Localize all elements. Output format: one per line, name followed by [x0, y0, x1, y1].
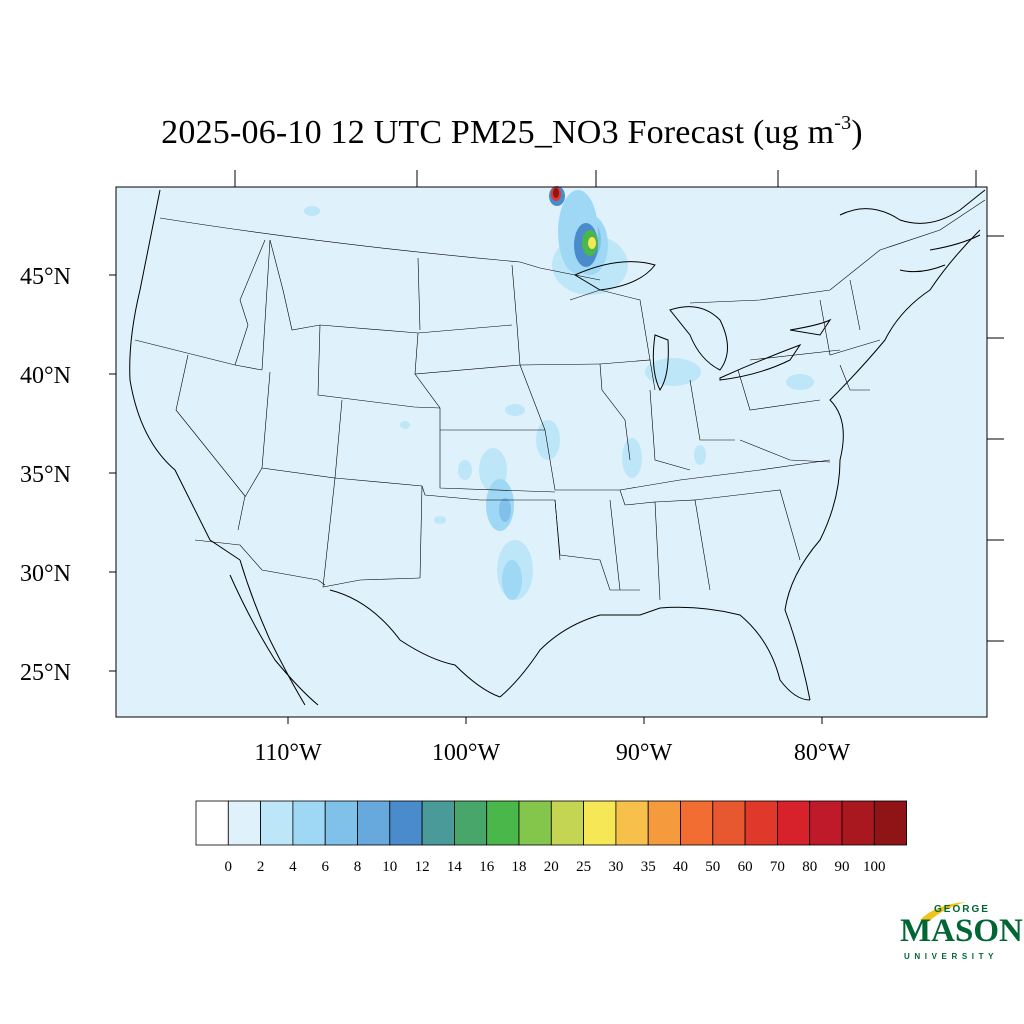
colorbar-label: 0 — [225, 859, 233, 875]
nitrate-plume — [549, 186, 598, 274]
colorbar-swatch — [518, 800, 552, 846]
colorbar-swatch — [647, 800, 681, 846]
lat-label-45: 45°N — [20, 264, 71, 290]
colorbar-label: 90 — [835, 859, 850, 875]
colorbar-label: 18 — [512, 859, 527, 875]
colorbar-label: 12 — [415, 859, 430, 875]
colorbar-label: 30 — [608, 859, 623, 875]
colorbar-swatch — [260, 800, 294, 846]
colorbar-label: 6 — [321, 859, 329, 875]
colorbar: 0 2 4 6 8 10 12 14 16 18 20 25 30 35 40 50 60 70 80 90 100 — [195, 800, 907, 875]
gmu-logo: GEORGE MASON UNIVERSITY — [896, 900, 1023, 970]
colorbar-label: 16 — [479, 859, 495, 875]
colorbar-swatch — [292, 800, 326, 846]
colorbar-label: 2 — [257, 859, 265, 875]
latitude-labels: 45°N 40°N 35°N 30°N 25°N — [20, 264, 71, 686]
colorbar-label: 10 — [382, 859, 397, 875]
colorbar-label: 20 — [544, 859, 559, 875]
colorbar-swatch — [680, 800, 714, 846]
colorbar-label: 60 — [738, 859, 753, 875]
logo-mason: MASON — [900, 913, 1023, 949]
colorbar-label: 40 — [673, 859, 688, 875]
colorbar-swatch — [421, 800, 455, 846]
colorbar-swatch — [453, 800, 488, 846]
colorbar-swatch — [841, 800, 875, 846]
colorbar-label: 80 — [802, 859, 817, 875]
lon-label-110w: 110°W — [254, 740, 322, 766]
lon-label-100w: 100°W — [432, 740, 501, 766]
colorbar-label: 25 — [576, 859, 591, 875]
axis-ticks — [109, 170, 1004, 724]
logo-university: UNIVERSITY — [904, 952, 999, 961]
colorbar-swatch — [777, 800, 811, 846]
colorbar-swatch — [550, 800, 584, 846]
colorbar-label: 35 — [641, 859, 656, 875]
colorbar-swatch — [583, 800, 617, 846]
map-title: 2025-06-10 12 UTC PM25_NO3 Forecast (ug … — [0, 112, 1024, 152]
title-close: ) — [851, 114, 863, 151]
colorbar-label: 100 — [863, 859, 886, 875]
colorbar-label: 14 — [447, 859, 463, 875]
map-frame — [115, 186, 988, 718]
lat-label-25: 25°N — [20, 660, 71, 686]
colorbar-swatch — [486, 800, 520, 846]
logo-swoosh-icon — [920, 902, 966, 922]
colorbar-label: 4 — [289, 859, 297, 875]
colorbar-swatch — [615, 800, 649, 846]
colorbar-swatch — [744, 800, 778, 846]
colorbar-label: 8 — [354, 859, 362, 875]
logo-george: GEORGE — [934, 904, 990, 915]
colorbar-swatch — [873, 800, 907, 846]
lon-label-80w: 80°W — [794, 740, 851, 766]
colorbar-swatch — [357, 800, 391, 846]
colorbar-swatch — [712, 800, 746, 846]
colorbar-swatch — [195, 800, 229, 846]
title-superscript: -3 — [834, 112, 852, 134]
longitude-labels: 110°W 100°W 90°W 80°W — [254, 740, 850, 766]
colorbar-swatch — [809, 800, 843, 846]
colorbar-swatch — [389, 800, 423, 846]
colorbar-swatch — [227, 800, 262, 846]
lon-label-90w: 90°W — [616, 740, 673, 766]
title-text: 2025-06-10 12 UTC PM25_NO3 Forecast (ug … — [161, 114, 835, 151]
lat-label-40: 40°N — [20, 363, 71, 389]
state-boundaries — [134, 199, 986, 601]
colorbar-label: 50 — [705, 859, 720, 875]
colorbar-swatch — [324, 800, 358, 846]
lat-label-35: 35°N — [20, 462, 71, 488]
colorbar-label: 70 — [770, 859, 785, 875]
coastlines — [129, 189, 986, 706]
lat-label-30: 30°N — [20, 561, 71, 587]
